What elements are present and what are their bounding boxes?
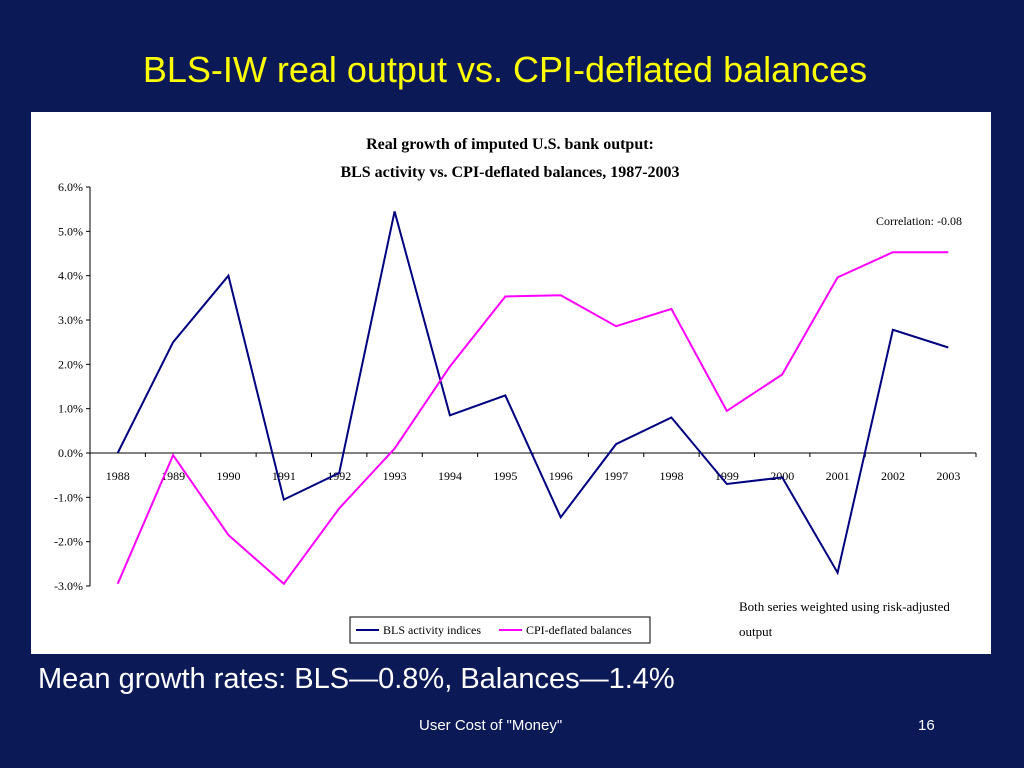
x-tick-label: 1999 xyxy=(715,469,739,483)
legend-label-bls: BLS activity indices xyxy=(383,623,481,637)
y-tick-label: 6.0% xyxy=(58,180,83,194)
chart-title: Real growth of imputed U.S. bank output: xyxy=(366,136,654,153)
mean-growth-rates: Mean growth rates: BLS—0.8%, Balances—1.… xyxy=(38,663,675,695)
y-tick-label: 3.0% xyxy=(58,313,83,327)
line-chart: Real growth of imputed U.S. bank output:… xyxy=(54,136,977,644)
x-tick-label: 2001 xyxy=(826,469,850,483)
x-tick-label: 1997 xyxy=(604,469,628,483)
weighting-note-line2: output xyxy=(739,624,773,639)
x-tick-label: 1995 xyxy=(493,469,517,483)
y-tick-label: 2.0% xyxy=(58,357,83,371)
y-tick-label: 0.0% xyxy=(58,446,83,460)
x-tick-label: 1989 xyxy=(161,469,185,483)
series-line-bls xyxy=(116,211,949,576)
series-lines xyxy=(116,211,949,586)
x-tick-label: 1991 xyxy=(272,469,296,483)
x-tick-label: 2003 xyxy=(936,469,960,483)
x-tick-label: 1994 xyxy=(438,469,462,483)
footer-title: User Cost of "Money" xyxy=(419,717,563,734)
slide-title: BLS-IW real output vs. CPI-deflated bala… xyxy=(142,49,868,90)
chart-panel: Real growth of imputed U.S. bank output:… xyxy=(31,112,991,654)
legend: BLS activity indices CPI-deflated balanc… xyxy=(349,616,651,644)
x-tick-label: 1988 xyxy=(106,469,130,483)
x-tick-label: 1990 xyxy=(216,469,240,483)
legend-label-cpi: CPI-deflated balances xyxy=(526,623,632,637)
correlation-annotation: Correlation: -0.08 xyxy=(876,214,962,228)
y-tick-label: -3.0% xyxy=(54,579,83,593)
x-tick-label: 2002 xyxy=(881,469,905,483)
chart-subtitle: BLS activity vs. CPI-deflated balances, … xyxy=(340,164,679,181)
x-tick-label: 1998 xyxy=(659,469,683,483)
x-tick-label: 1992 xyxy=(327,469,351,483)
y-tick-label: 1.0% xyxy=(58,402,83,416)
page-number: 16 xyxy=(918,717,935,734)
y-tick-label: 4.0% xyxy=(58,269,83,283)
axes: -3.0% -2.0% -1.0% 0.0% 1.0% 2.0% 3.0% 4.0% 5.0% 6… xyxy=(54,180,977,593)
y-tick-label: 5.0% xyxy=(58,224,83,238)
x-tick-label: 1993 xyxy=(383,469,407,483)
x-tick-label: 1996 xyxy=(549,469,573,483)
weighting-note-line1: Both series weighted using risk-adjusted xyxy=(739,599,950,614)
series-line-cpi xyxy=(116,251,949,586)
x-tick-label: 2000 xyxy=(770,469,794,483)
y-tick-label: -2.0% xyxy=(54,535,83,549)
y-tick-label: -1.0% xyxy=(54,490,83,504)
